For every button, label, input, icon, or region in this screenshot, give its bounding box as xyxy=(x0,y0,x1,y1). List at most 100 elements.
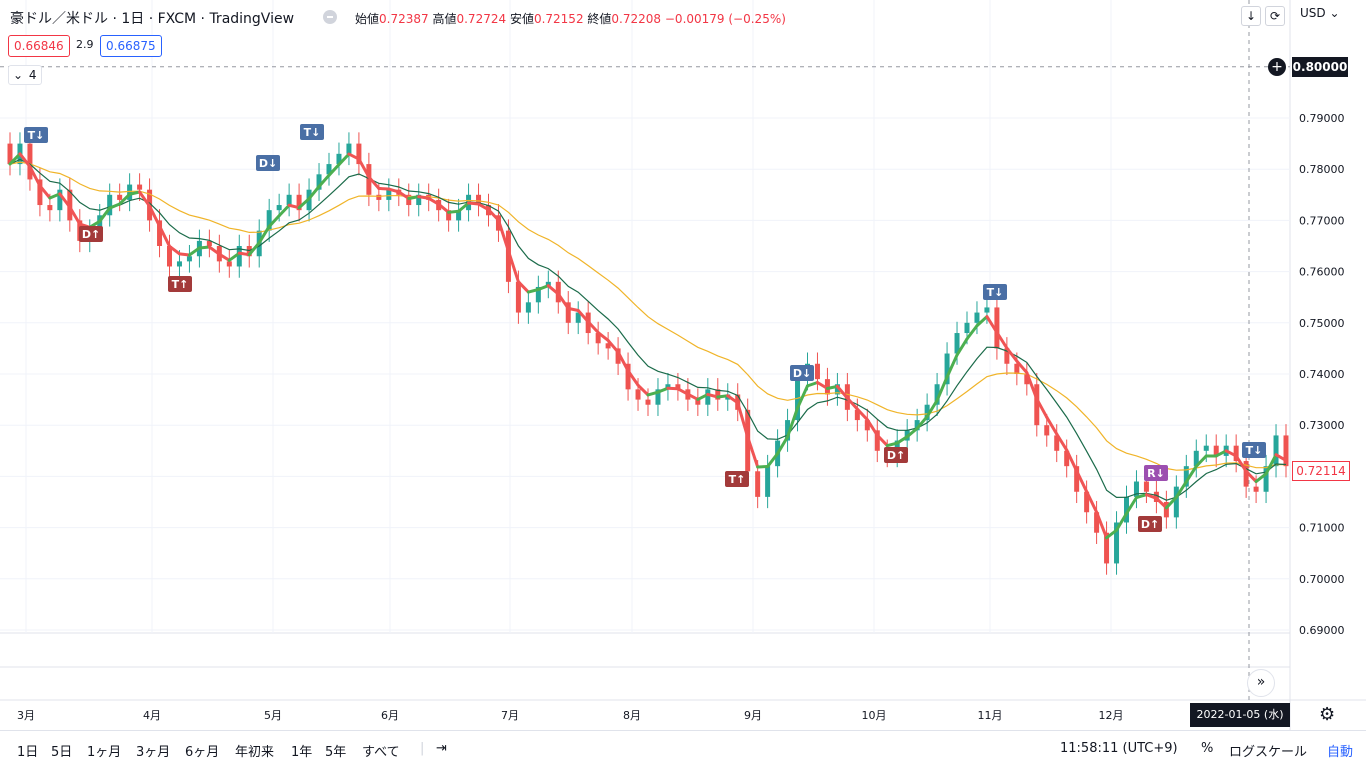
signal-marker-label: D↓ xyxy=(259,157,277,170)
percent-toggle[interactable]: % xyxy=(1201,741,1213,756)
price-tick-label: 0.71000 xyxy=(1299,522,1345,535)
range-all[interactable]: すべて xyxy=(362,741,400,760)
high-value: 0.72724 xyxy=(456,12,506,26)
month-tick-label: 4月 xyxy=(143,709,161,722)
range-5y[interactable]: 5年 xyxy=(325,741,346,760)
candle-body xyxy=(1044,425,1049,435)
trend-line-segment xyxy=(419,197,429,199)
signal-marker-label: D↑ xyxy=(887,449,905,462)
candle-body xyxy=(287,195,292,205)
currency-selector[interactable]: USD ⌄ xyxy=(1300,6,1340,20)
close-value: 0.72208 xyxy=(611,12,661,26)
candle-body xyxy=(705,389,710,404)
divider: | xyxy=(420,741,424,756)
candle-body xyxy=(984,307,989,312)
candle-body xyxy=(526,302,531,312)
month-tick-label: 8月 xyxy=(623,709,641,722)
signal-marker-label: D↑ xyxy=(1141,518,1159,531)
open-value: 0.72387 xyxy=(379,12,429,26)
log-scale-toggle[interactable]: ログスケール xyxy=(1229,741,1307,760)
buy-price-button[interactable]: 0.66875 xyxy=(100,35,162,57)
trend-line-segment xyxy=(808,382,818,385)
signal-marker-label: T↓ xyxy=(304,126,321,139)
candle-body xyxy=(177,261,182,266)
refresh-icon[interactable]: ⟳ xyxy=(1265,6,1285,26)
ohlc-legend: 始値0.72387 高値0.72724 安値0.72152 終値0.72208 … xyxy=(355,10,786,27)
high-label: 高値 xyxy=(432,12,456,26)
trend-line-segment xyxy=(469,203,479,204)
candle-body xyxy=(346,144,351,154)
candle-body xyxy=(187,256,192,261)
candle-body xyxy=(765,466,770,497)
range-ytd[interactable]: 年初来 xyxy=(235,741,274,760)
signal-marker-label: R↓ xyxy=(1147,467,1165,480)
candle-body xyxy=(47,205,52,210)
price-tick-label: 0.77000 xyxy=(1299,214,1345,227)
trend-line-segment xyxy=(449,211,459,212)
bottom-toolbar: 1日 5日 1ヶ月 3ヶ月 6ヶ月 年初来 1年 5年 すべて | ⇥ 11:5… xyxy=(0,730,1366,769)
trend-line-segment xyxy=(409,197,419,199)
candle-body xyxy=(227,261,232,266)
range-3m[interactable]: 3ヶ月 xyxy=(136,741,170,760)
settings-gear-icon[interactable]: ⚙ xyxy=(1319,704,1335,725)
month-tick-label: 11月 xyxy=(978,709,1003,722)
indicator-count: 4 xyxy=(29,68,37,82)
range-1y[interactable]: 1年 xyxy=(291,741,312,760)
candle-body xyxy=(1144,482,1149,492)
trend-line-segment xyxy=(538,286,548,290)
scroll-down-icon[interactable]: ↓ xyxy=(1241,6,1261,26)
crosshair-date-label: 2022-01-05 (水) xyxy=(1190,703,1290,727)
month-tick-label: 5月 xyxy=(264,709,282,722)
open-label: 始値 xyxy=(355,12,379,26)
range-5d[interactable]: 5日 xyxy=(51,741,72,760)
price-tick-label: 0.76000 xyxy=(1299,266,1345,279)
candle-body xyxy=(1254,487,1259,492)
month-tick-label: 7月 xyxy=(501,709,519,722)
trend-line-segment xyxy=(179,254,189,255)
mid-moving-average-line xyxy=(10,160,1286,501)
range-1d[interactable]: 1日 xyxy=(17,741,38,760)
low-value: 0.72152 xyxy=(534,12,584,26)
auto-scale-toggle[interactable]: 自動 xyxy=(1327,741,1353,760)
month-tick-label: 6月 xyxy=(381,709,399,722)
clock[interactable]: 11:58:11 (UTC+9) xyxy=(1060,741,1178,756)
signal-marker-label: D↑ xyxy=(82,228,100,241)
change-value: −0.00179 (−0.25%) xyxy=(665,12,786,26)
price-tick-label: 0.74000 xyxy=(1299,368,1345,381)
signal-marker-label: T↓ xyxy=(1246,444,1263,457)
signal-marker-label: T↓ xyxy=(28,129,45,142)
trend-line-segment xyxy=(239,253,249,255)
month-tick-label: 12月 xyxy=(1099,709,1124,722)
candle-body xyxy=(27,144,32,180)
candle-body xyxy=(755,471,760,497)
symbol-title[interactable]: 豪ドル／米ドル · 1日 · FXCM · TradingView xyxy=(10,8,294,28)
trend-line-segment xyxy=(199,247,209,248)
candle-body xyxy=(636,389,641,399)
candle-body xyxy=(815,364,820,379)
signal-marker-label: T↑ xyxy=(729,473,746,486)
close-label: 終値 xyxy=(587,12,611,26)
signal-marker-label: T↑ xyxy=(172,278,189,291)
candle-body xyxy=(376,195,381,200)
scroll-to-realtime-icon[interactable]: » xyxy=(1247,669,1275,697)
price-tick-label: 0.69000 xyxy=(1299,624,1345,637)
range-6m[interactable]: 6ヶ月 xyxy=(185,741,219,760)
candle-body xyxy=(974,313,979,323)
trend-line-segment xyxy=(718,396,728,397)
indicators-toggle[interactable]: ⌄ 4 xyxy=(8,65,42,85)
price-tick-label: 0.70000 xyxy=(1299,573,1345,586)
range-1m[interactable]: 1ヶ月 xyxy=(87,741,121,760)
candle-body xyxy=(965,323,970,333)
candle-body xyxy=(646,400,651,405)
candle-body xyxy=(1274,435,1279,466)
add-alert-icon[interactable]: + xyxy=(1268,58,1286,76)
month-tick-label: 10月 xyxy=(862,709,887,722)
goto-date-icon[interactable]: ⇥ xyxy=(436,741,447,756)
chevron-down-icon: ⌄ xyxy=(13,68,23,82)
hide-legend-icon[interactable] xyxy=(323,10,337,24)
current-price-label: 0.72114 xyxy=(1292,461,1350,481)
sell-price-button[interactable]: 0.66846 xyxy=(8,35,70,57)
price-tick-label: 0.79000 xyxy=(1299,112,1345,125)
crosshair-price-label: 0.80000 xyxy=(1292,57,1348,77)
